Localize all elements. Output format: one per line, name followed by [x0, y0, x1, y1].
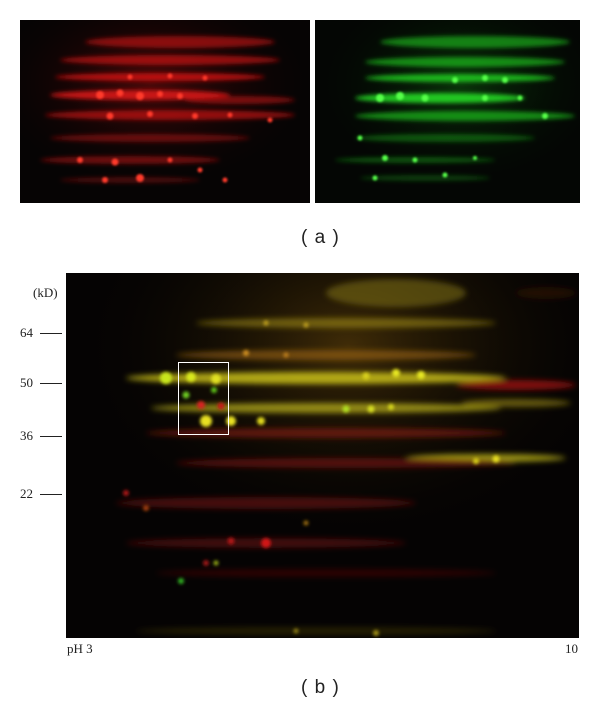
- ph-start-label: pH 3: [67, 641, 93, 656]
- green-channel-gel-image: [315, 20, 580, 203]
- mw-tick-64: [40, 333, 62, 334]
- merged-overlay-gel-image: [66, 273, 579, 638]
- mw-unit-label: (kD): [33, 285, 58, 300]
- ph-end-label: 10: [565, 641, 578, 656]
- mw-marker-22: 22: [20, 486, 33, 501]
- mw-tick-22: [40, 494, 62, 495]
- region-of-interest-box: [178, 362, 229, 435]
- mw-tick-50: [40, 383, 62, 384]
- red-channel-gel-image: [20, 20, 310, 203]
- panel-b-caption: ( b ): [301, 677, 340, 698]
- mw-tick-36: [40, 436, 62, 437]
- panel-a-caption: ( a ): [301, 227, 340, 248]
- mw-marker-50: 50: [20, 375, 33, 390]
- mw-marker-36: 36: [20, 428, 33, 443]
- mw-marker-64: 64: [20, 325, 33, 340]
